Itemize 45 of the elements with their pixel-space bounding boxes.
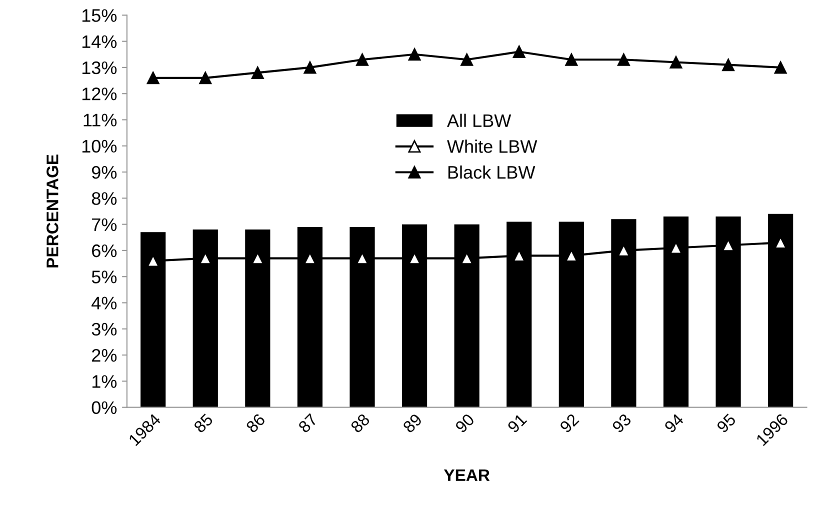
point xyxy=(146,72,160,84)
y-tick-label: 10% xyxy=(82,140,117,153)
y-tick-label: 9% xyxy=(92,166,117,179)
x-tick-label: 89 xyxy=(402,413,423,434)
point xyxy=(670,56,682,68)
legend-label: White LBW xyxy=(447,140,538,153)
point xyxy=(199,72,212,84)
y-tick-label: 0% xyxy=(92,401,117,414)
y-tick-label: 5% xyxy=(92,270,117,284)
x-tick-label: 86 xyxy=(245,413,266,434)
y-tick-label: 13% xyxy=(82,61,117,74)
legend-label: Black LBW xyxy=(448,166,536,179)
x-tick-label: 91 xyxy=(506,413,528,434)
x-tick-label: 92 xyxy=(559,413,580,434)
legend-label: All LBW xyxy=(446,114,512,127)
y-axis-title: PERCENTAGE xyxy=(46,154,58,268)
x-tick-label: 93 xyxy=(611,413,632,434)
point xyxy=(565,53,578,66)
y-tick-label: 12% xyxy=(82,88,117,100)
y-tick-label: 2% xyxy=(92,348,117,362)
x-tick-label: 87 xyxy=(298,413,318,434)
y-tick-label: 7% xyxy=(92,218,117,231)
y-tick-label: 14% xyxy=(82,35,117,48)
x-tick-label: 94 xyxy=(664,412,684,434)
point xyxy=(251,66,264,79)
y-tick-label: 11% xyxy=(84,114,117,126)
y-tick-label: 3% xyxy=(92,322,117,336)
point xyxy=(304,61,316,74)
point xyxy=(774,61,787,74)
point xyxy=(460,53,474,66)
point xyxy=(356,53,368,66)
point xyxy=(512,46,526,58)
y-tick-label: 4% xyxy=(92,296,117,310)
point xyxy=(722,58,735,72)
point xyxy=(408,48,421,61)
x-tick-label: 85 xyxy=(193,412,214,434)
y-tick-label: 8% xyxy=(92,192,117,205)
point xyxy=(617,53,630,66)
x-axis-title: YEAR xyxy=(444,469,490,481)
y-tick-label: 6% xyxy=(92,244,117,258)
x-tick-label: 95 xyxy=(716,412,736,434)
y-tick-label: 15% xyxy=(82,9,117,22)
x-tick-label: 88 xyxy=(350,413,370,434)
y-tick-label: 1% xyxy=(92,375,117,388)
x-tick-label: 90 xyxy=(454,412,476,434)
